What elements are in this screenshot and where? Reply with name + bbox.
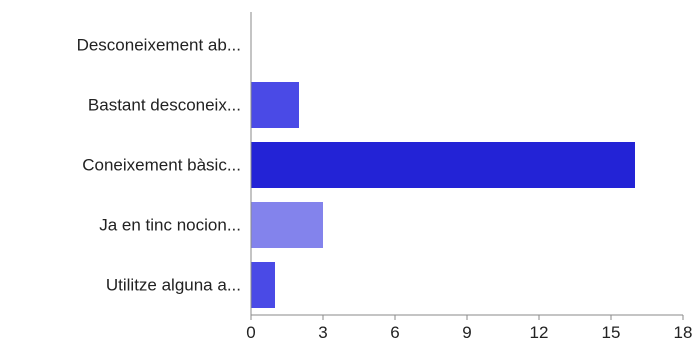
x-tick-label-3: 3 — [318, 323, 327, 342]
category-label-5: Utilitze alguna a... — [106, 276, 241, 295]
bars-group — [251, 82, 635, 308]
x-tick-label-6: 6 — [390, 323, 399, 342]
bar-2 — [251, 82, 299, 128]
bar-3 — [251, 142, 635, 188]
bar-5 — [251, 262, 275, 308]
category-label-3: Coneixement bàsic... — [82, 156, 241, 175]
category-labels-group: Desconeixement ab... Bastant desconeix...… — [77, 36, 241, 295]
x-tick-label-0: 0 — [246, 323, 255, 342]
x-tick-label-18: 18 — [674, 323, 693, 342]
category-label-1: Desconeixement ab... — [77, 36, 241, 55]
x-axis-ticks-group: 0 3 6 9 12 15 18 — [246, 315, 692, 342]
x-tick-label-9: 9 — [462, 323, 471, 342]
bar-4 — [251, 202, 323, 248]
category-label-2: Bastant desconeix... — [88, 96, 241, 115]
category-label-4: Ja en tinc nocion... — [99, 216, 241, 235]
x-tick-label-15: 15 — [602, 323, 621, 342]
x-tick-label-12: 12 — [530, 323, 549, 342]
